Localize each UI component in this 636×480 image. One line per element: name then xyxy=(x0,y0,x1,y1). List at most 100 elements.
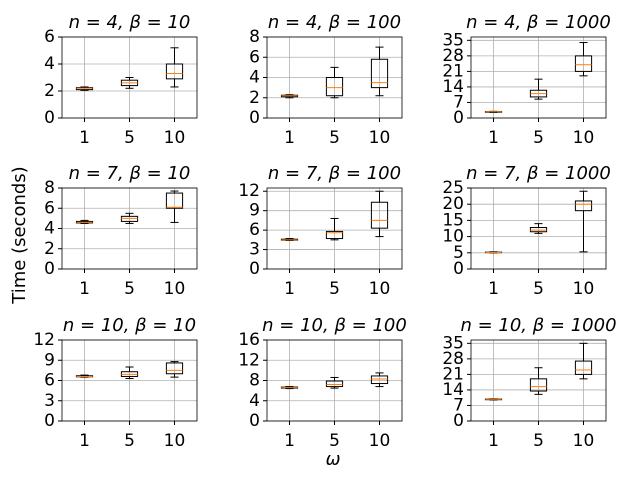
box xyxy=(165,192,184,209)
y-tick-label: 8 xyxy=(44,178,55,198)
x-tick-label: 5 xyxy=(533,279,544,299)
box xyxy=(370,58,389,89)
plot-frame xyxy=(266,36,403,119)
box xyxy=(370,201,389,229)
box xyxy=(325,380,344,388)
x-tick-label: 5 xyxy=(329,431,340,451)
y-tick-label: 4 xyxy=(44,54,55,74)
x-tick-label: 5 xyxy=(124,431,135,451)
y-tick-label: 2 xyxy=(249,88,260,108)
box xyxy=(574,360,593,375)
subplot-title: n = 7, β = 100 xyxy=(268,163,401,184)
y-tick-label: 12 xyxy=(33,330,55,350)
x-tick-label: 10 xyxy=(369,431,391,451)
subplot-title: n = 10, β = 1000 xyxy=(460,315,616,336)
x-tick-label: 10 xyxy=(573,279,595,299)
y-tick-label: 9 xyxy=(249,201,260,221)
y-tick-label: 6 xyxy=(249,220,260,240)
box xyxy=(370,375,389,385)
y-tick-label: 0 xyxy=(249,411,260,431)
subplot-title: n = 10, β = 10 xyxy=(63,315,196,336)
x-tick-label: 1 xyxy=(79,279,90,299)
y-tick-label: 21 xyxy=(442,61,464,81)
subplot-title: n = 4, β = 10 xyxy=(69,12,191,33)
y-tick-label: 6 xyxy=(44,198,55,218)
y-tick-label: 0 xyxy=(44,108,55,128)
y-tick-label: 28 xyxy=(442,46,464,66)
plot-frame xyxy=(470,36,607,119)
y-tick-label: 8 xyxy=(249,27,260,47)
x-tick-label: 10 xyxy=(164,279,186,299)
y-tick-label: 15 xyxy=(442,210,464,230)
x-axis-label: ω xyxy=(325,449,340,470)
y-tick-label: 6 xyxy=(249,47,260,67)
box xyxy=(325,77,344,97)
y-tick-label: 9 xyxy=(44,350,55,370)
subplot-title: n = 7, β = 10 xyxy=(69,163,191,184)
x-tick-label: 5 xyxy=(533,128,544,148)
subplot-title: n = 7, β = 1000 xyxy=(466,163,611,184)
y-tick-label: 35 xyxy=(442,30,464,50)
plot-frame xyxy=(470,187,607,270)
x-tick-label: 10 xyxy=(164,431,186,451)
y-tick-label: 0 xyxy=(453,411,464,431)
y-tick-label: 7 xyxy=(453,92,464,112)
x-tick-label: 1 xyxy=(284,279,295,299)
x-tick-label: 5 xyxy=(533,431,544,451)
x-tick-label: 10 xyxy=(369,128,391,148)
subplot-title: n = 10, β = 100 xyxy=(262,315,407,336)
y-tick-label: 0 xyxy=(249,108,260,128)
y-tick-label: 2 xyxy=(44,81,55,101)
x-tick-label: 1 xyxy=(284,128,295,148)
y-tick-label: 10 xyxy=(442,227,464,247)
x-tick-label: 1 xyxy=(488,279,499,299)
y-tick-label: 8 xyxy=(249,371,260,391)
x-tick-label: 1 xyxy=(488,431,499,451)
box xyxy=(325,230,344,240)
y-tick-label: 21 xyxy=(442,364,464,384)
plot-frame xyxy=(266,339,403,422)
subplot-title: n = 4, β = 1000 xyxy=(466,12,611,33)
x-tick-label: 5 xyxy=(124,128,135,148)
y-tick-label: 2 xyxy=(44,239,55,259)
plot-frame xyxy=(266,187,403,270)
plot-frame xyxy=(61,187,198,270)
y-tick-label: 0 xyxy=(453,259,464,279)
y-tick-label: 14 xyxy=(442,77,464,97)
y-tick-label: 4 xyxy=(249,391,260,411)
x-tick-label: 5 xyxy=(124,279,135,299)
x-tick-label: 10 xyxy=(573,431,595,451)
y-tick-label: 3 xyxy=(249,240,260,260)
x-tick-label: 10 xyxy=(573,128,595,148)
y-tick-label: 6 xyxy=(44,27,55,47)
plot-frame xyxy=(470,339,607,422)
x-tick-label: 10 xyxy=(164,128,186,148)
y-tick-label: 0 xyxy=(44,259,55,279)
x-tick-label: 10 xyxy=(369,279,391,299)
box xyxy=(574,55,593,72)
y-tick-label: 0 xyxy=(44,411,55,431)
y-tick-label: 4 xyxy=(249,68,260,88)
y-tick-label: 0 xyxy=(453,108,464,128)
y-tick-label: 35 xyxy=(442,333,464,353)
x-tick-label: 5 xyxy=(329,279,340,299)
y-axis-label: Time (seconds) xyxy=(9,166,30,304)
y-tick-label: 7 xyxy=(453,395,464,415)
y-tick-label: 14 xyxy=(442,380,464,400)
box xyxy=(574,200,593,212)
y-tick-label: 28 xyxy=(442,349,464,369)
subplot-title: n = 4, β = 100 xyxy=(268,12,401,33)
box xyxy=(165,63,184,80)
plot-frame xyxy=(61,36,198,119)
x-tick-label: 1 xyxy=(284,431,295,451)
y-tick-label: 6 xyxy=(44,371,55,391)
x-tick-label: 1 xyxy=(79,128,90,148)
y-tick-label: 20 xyxy=(442,194,464,214)
box xyxy=(120,215,139,222)
y-tick-label: 3 xyxy=(44,391,55,411)
box xyxy=(529,378,548,392)
y-tick-label: 12 xyxy=(238,350,260,370)
box xyxy=(165,362,184,375)
y-tick-label: 4 xyxy=(44,219,55,239)
